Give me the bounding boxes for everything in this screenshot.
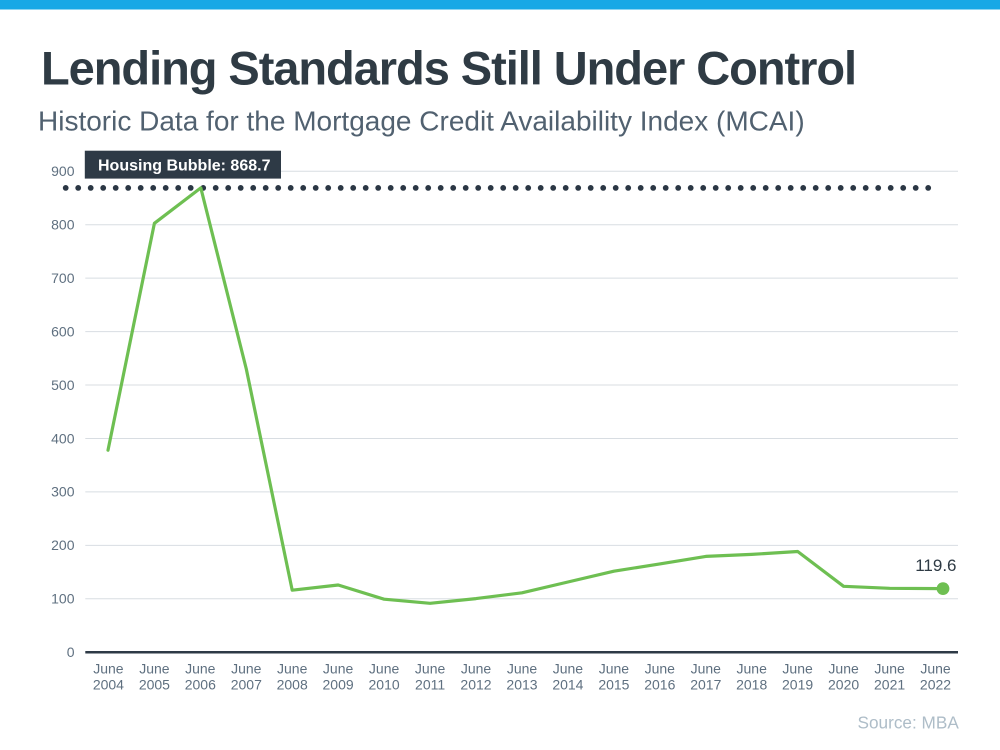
svg-text:June: June: [93, 661, 124, 677]
svg-text:2021: 2021: [874, 677, 905, 693]
svg-text:June: June: [185, 661, 216, 677]
svg-text:June: June: [231, 661, 262, 677]
svg-text:2007: 2007: [231, 677, 262, 693]
svg-text:2005: 2005: [139, 677, 170, 693]
svg-text:June: June: [369, 661, 400, 677]
svg-text:600: 600: [51, 323, 75, 339]
svg-text:June: June: [920, 661, 951, 677]
svg-text:June: June: [507, 661, 538, 677]
svg-text:300: 300: [51, 484, 75, 500]
svg-text:Source: MBA: Source: MBA: [858, 713, 960, 733]
svg-text:2020: 2020: [828, 677, 859, 693]
svg-text:June: June: [599, 661, 630, 677]
svg-text:2013: 2013: [506, 677, 537, 693]
svg-text:June: June: [645, 661, 676, 677]
svg-text:2015: 2015: [598, 677, 629, 693]
svg-text:2018: 2018: [736, 677, 767, 693]
svg-text:2022: 2022: [920, 677, 951, 693]
svg-text:119.6: 119.6: [915, 556, 956, 575]
svg-text:June: June: [874, 661, 905, 677]
svg-text:2006: 2006: [185, 677, 216, 693]
svg-text:2017: 2017: [690, 677, 721, 693]
svg-text:June: June: [415, 661, 446, 677]
svg-text:2014: 2014: [552, 677, 583, 693]
svg-text:100: 100: [51, 591, 75, 607]
svg-text:2008: 2008: [277, 677, 308, 693]
svg-text:900: 900: [51, 163, 75, 179]
svg-text:June: June: [139, 661, 170, 677]
svg-text:2010: 2010: [369, 677, 400, 693]
svg-text:June: June: [782, 661, 813, 677]
svg-text:June: June: [737, 661, 768, 677]
svg-text:June: June: [277, 661, 308, 677]
svg-text:500: 500: [51, 377, 75, 393]
svg-text:June: June: [828, 661, 859, 677]
svg-text:0: 0: [67, 644, 75, 660]
svg-text:400: 400: [51, 430, 75, 446]
svg-text:Lending Standards Still Under: Lending Standards Still Under Control: [41, 42, 856, 95]
svg-text:Historic Data for the Mortgage: Historic Data for the Mortgage Credit Av…: [38, 106, 805, 137]
svg-text:800: 800: [51, 217, 75, 233]
svg-text:June: June: [553, 661, 584, 677]
svg-text:2009: 2009: [323, 677, 354, 693]
svg-text:2016: 2016: [644, 677, 675, 693]
svg-text:2011: 2011: [415, 677, 445, 693]
svg-text:700: 700: [51, 270, 75, 286]
svg-text:2019: 2019: [782, 677, 813, 693]
svg-text:June: June: [461, 661, 492, 677]
svg-text:200: 200: [51, 537, 75, 553]
svg-text:June: June: [323, 661, 354, 677]
svg-text:Housing Bubble: 868.7: Housing Bubble: 868.7: [98, 158, 271, 175]
svg-text:2004: 2004: [93, 677, 124, 693]
svg-text:June: June: [691, 661, 722, 677]
svg-text:2012: 2012: [460, 677, 491, 693]
